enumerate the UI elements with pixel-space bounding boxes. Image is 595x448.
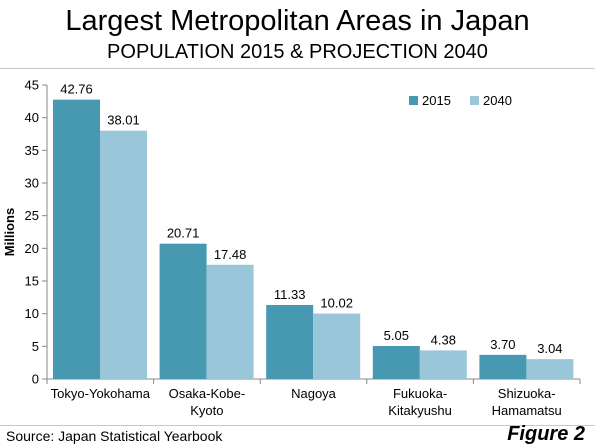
bar-2015 — [53, 99, 100, 379]
category-label: Nagoya — [291, 386, 337, 401]
category-label: Osaka-Kobe- — [169, 386, 246, 401]
legend-swatch-2015 — [409, 96, 418, 105]
source-note: Source: Japan Statistical Yearbook — [6, 428, 223, 444]
legend-label: 2015 — [422, 93, 451, 108]
data-label: 42.76 — [60, 82, 93, 97]
bar-2040 — [100, 130, 147, 379]
chart-panel: 0 5 10 15 20 25 30 35 40 45 Millions 42.76 38.01 Toky… — [0, 68, 595, 426]
bar-2015 — [266, 304, 314, 379]
y-tick-label: 25 — [25, 208, 39, 223]
y-tick-label: 15 — [25, 274, 39, 289]
y-tick-label: 35 — [25, 143, 39, 158]
category-label: Kitakyushu — [388, 403, 452, 418]
chart-title: Largest Metropolitan Areas in Japan — [65, 5, 530, 37]
data-label: 10.02 — [320, 296, 353, 311]
data-label: 3.70 — [490, 337, 515, 352]
chart-subtitle: POPULATION 2015 & PROJECTION 2040 — [107, 41, 488, 63]
category-label: Kyoto — [190, 403, 223, 418]
category-label: Fukuoka- — [393, 386, 447, 401]
y-axis-label: Millions — [2, 208, 17, 256]
bar-2040 — [206, 264, 254, 379]
bar-2015 — [159, 243, 207, 379]
y-tick-label: 0 — [32, 372, 39, 387]
legend-swatch-2040 — [470, 96, 479, 105]
bar-2040 — [313, 313, 361, 379]
y-tick-label: 30 — [25, 176, 39, 191]
category-label: Shizuoka- — [498, 386, 556, 401]
bar-chart: 0 5 10 15 20 25 30 35 40 45 Millions 42.76 38.01 Toky… — [2, 78, 581, 418]
category-label: Hamamatsu — [492, 403, 562, 418]
data-label: 5.05 — [384, 328, 409, 343]
data-label: 3.04 — [537, 341, 562, 356]
data-label: 17.48 — [214, 247, 247, 262]
data-label: 38.01 — [107, 113, 140, 128]
legend-label: 2040 — [483, 93, 512, 108]
bar-2040 — [419, 350, 467, 379]
data-label: 11.33 — [274, 287, 306, 302]
bar-2040 — [526, 359, 574, 379]
y-tick-label: 5 — [32, 339, 39, 354]
y-tick-label: 10 — [25, 306, 39, 321]
data-label: 20.71 — [167, 226, 200, 241]
figure-label: Figure 2 — [507, 423, 585, 445]
y-tick-label: 45 — [25, 78, 39, 93]
y-tick-label: 20 — [25, 241, 39, 256]
y-tick-label: 40 — [25, 110, 39, 125]
category-label: Tokyo-Yokohama — [51, 386, 151, 401]
bar-2015 — [372, 346, 420, 379]
bar-2015 — [479, 354, 527, 379]
data-label: 4.38 — [431, 332, 456, 347]
